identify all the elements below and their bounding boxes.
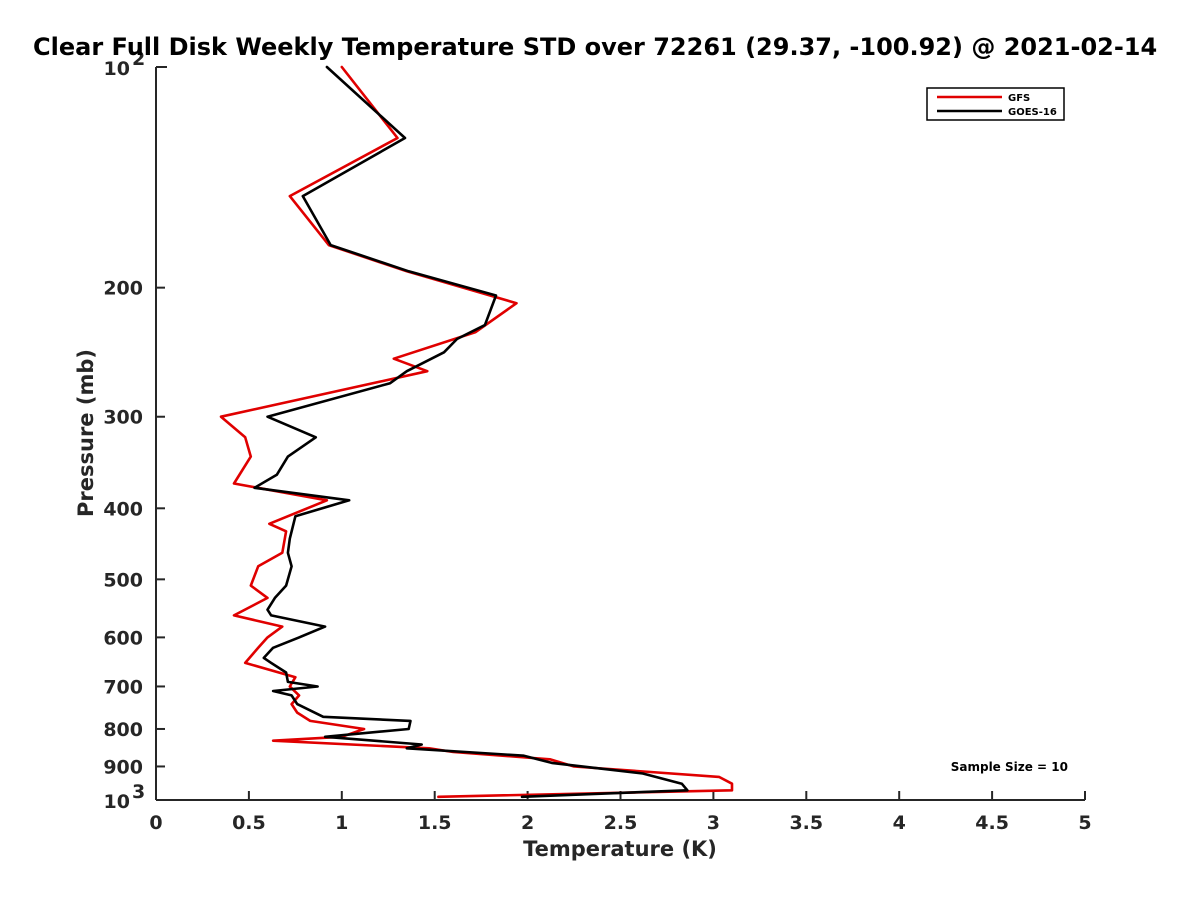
y-axis-label: Pressure (mb) <box>74 349 98 517</box>
x-tick-label: 5 <box>1078 812 1091 834</box>
y-tick-label: 900 <box>103 756 143 778</box>
legend: GFS GOES-16 <box>926 87 1065 121</box>
series-lines <box>219 65 734 799</box>
sample-size-annotation: Sample Size = 10 <box>951 760 1068 774</box>
x-tick-label: 0 <box>149 812 162 834</box>
legend-label-goes16: GOES-16 <box>1008 107 1057 118</box>
x-tick-label: 1 <box>335 812 348 834</box>
y-tick-label: 200 <box>103 278 143 300</box>
y-tick-label: 600 <box>103 627 143 649</box>
y-tick-label: 500 <box>103 569 143 591</box>
x-tick-label: 3 <box>707 812 720 834</box>
x-tick-label: 2 <box>521 812 534 834</box>
y-decade-tick-label: 10 <box>104 791 130 813</box>
x-tick-label: 3.5 <box>789 812 823 834</box>
x-tick-label: 4 <box>893 812 906 834</box>
y-tick-label: 300 <box>103 407 143 429</box>
y-decade-tick-exponent: 2 <box>132 48 145 70</box>
legend-box <box>926 87 1065 121</box>
x-tick-label: 4.5 <box>975 812 1009 834</box>
y-tick-label: 400 <box>103 498 143 520</box>
x-tick-label: 0.5 <box>232 812 266 834</box>
series-line-goes16 <box>253 65 689 799</box>
y-decade-tick-exponent: 3 <box>132 781 145 803</box>
y-tick-label: 700 <box>103 676 143 698</box>
x-tick-label: 1.5 <box>418 812 452 834</box>
legend-label-gfs: GFS <box>1008 93 1030 104</box>
x-axis-label: Temperature (K) <box>523 837 717 861</box>
ticks: 0 0.5 1 1.5 2 2.5 3 3.5 4 4.5 5 200 300 400 500 600 700 8… <box>103 48 1091 834</box>
y-decade-tick-label: 10 <box>104 58 130 80</box>
chart-title: Clear Full Disk Weekly Temperature STD o… <box>33 33 1157 61</box>
x-tick-label: 2.5 <box>604 812 638 834</box>
y-tick-label: 800 <box>103 719 143 741</box>
